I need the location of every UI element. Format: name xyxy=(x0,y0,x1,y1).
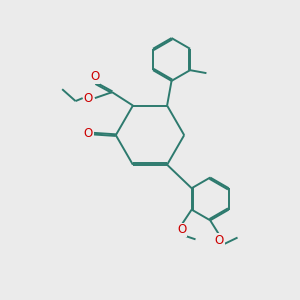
Text: O: O xyxy=(91,70,100,83)
Text: O: O xyxy=(84,127,93,140)
Text: O: O xyxy=(84,92,93,105)
Text: O: O xyxy=(177,223,187,236)
Text: O: O xyxy=(215,234,224,247)
